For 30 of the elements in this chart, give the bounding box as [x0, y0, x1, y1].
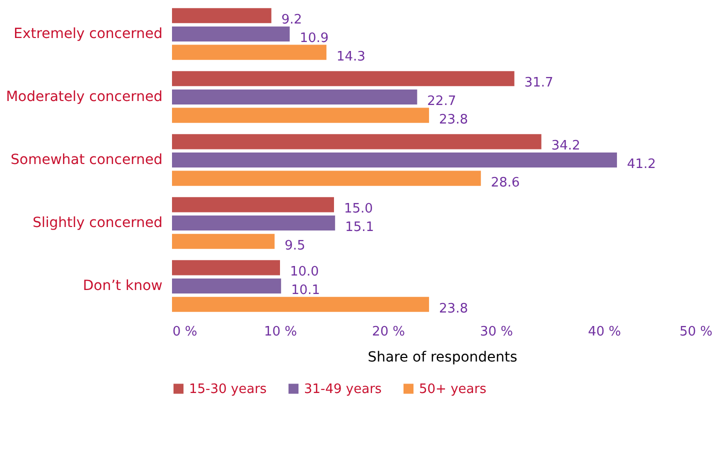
data-label: 31.7: [524, 76, 554, 91]
data-label: 22.7: [427, 94, 456, 109]
x-tick-label: 30 %: [480, 324, 514, 340]
data-label: 15.0: [344, 202, 373, 217]
legend-label: 50+ years: [419, 382, 487, 397]
data-label: 10.0: [290, 264, 319, 280]
data-label: 34.2: [551, 138, 580, 154]
data-label: 15.1: [345, 220, 374, 236]
x-axis-title: Share of respondents: [368, 350, 518, 366]
data-label: 9.5: [284, 238, 306, 254]
x-tick-label: 20 %: [372, 324, 406, 340]
y-tick-label: Moderately concerned: [6, 88, 162, 105]
y-tick-label: Extremely concerned: [14, 26, 162, 42]
data-label: 10.1: [291, 283, 320, 298]
legend-label: 15-30 years: [189, 382, 267, 397]
data-label: 9.2: [281, 12, 302, 28]
x-tick-label: 50 %: [679, 324, 712, 340]
data-label: 28.6: [490, 175, 520, 190]
x-tick-label: 10 %: [264, 324, 298, 340]
x-tick-label: 40 %: [588, 324, 622, 340]
data-label: 23.8: [439, 112, 468, 128]
data-label: 14.3: [336, 49, 366, 64]
data-label: 10.9: [300, 30, 329, 46]
y-tick-label: Slightly concerned: [32, 215, 162, 232]
data-label: 23.8: [439, 301, 468, 316]
data-label: 41.2: [626, 157, 656, 172]
legend-label: 31-49 years: [304, 382, 382, 397]
y-tick-label: Don’t know: [82, 278, 162, 294]
y-tick-label: Somewhat concerned: [10, 152, 162, 168]
x-tick-label: 0 %: [172, 324, 198, 340]
